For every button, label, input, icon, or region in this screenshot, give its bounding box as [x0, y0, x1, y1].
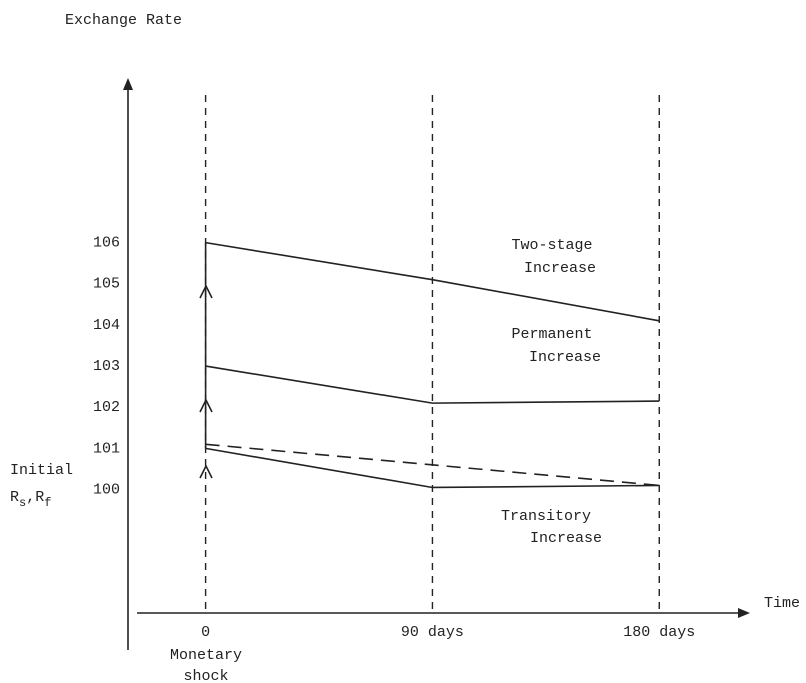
chart-title: Exchange Rate — [65, 12, 182, 29]
annotation: Increase — [524, 260, 596, 277]
annotation: Two-stage — [511, 237, 592, 254]
y-axis-label: Rs,Rf — [10, 489, 51, 510]
y-tick-label: 105 — [93, 276, 120, 293]
annotation: Increase — [530, 530, 602, 547]
x-axis-label: Time — [764, 595, 800, 612]
y-tick-label: 104 — [93, 317, 120, 334]
annotation: Permanent — [511, 326, 592, 343]
x-tick-label: 0 — [201, 624, 210, 641]
series-line — [205, 443, 660, 487]
y-tick-label: 102 — [93, 399, 120, 416]
y-tick-label: 100 — [93, 482, 120, 499]
x-tick-label: 90 days — [401, 624, 464, 641]
y-axis-arrow — [123, 78, 133, 90]
series-line — [205, 365, 660, 404]
annotation: Transitory — [501, 508, 591, 525]
y-axis-label: Initial — [10, 462, 73, 479]
annotation: shock — [183, 668, 228, 683]
y-tick-label: 106 — [93, 235, 120, 252]
series-line — [205, 241, 660, 322]
annotation: Monetary — [170, 647, 242, 664]
x-axis-arrow — [738, 608, 750, 618]
series-line — [205, 447, 660, 489]
x-tick-label: 180 days — [623, 624, 695, 641]
y-tick-label: 101 — [93, 440, 120, 457]
y-tick-label: 103 — [93, 358, 120, 375]
annotation: Increase — [529, 349, 601, 366]
